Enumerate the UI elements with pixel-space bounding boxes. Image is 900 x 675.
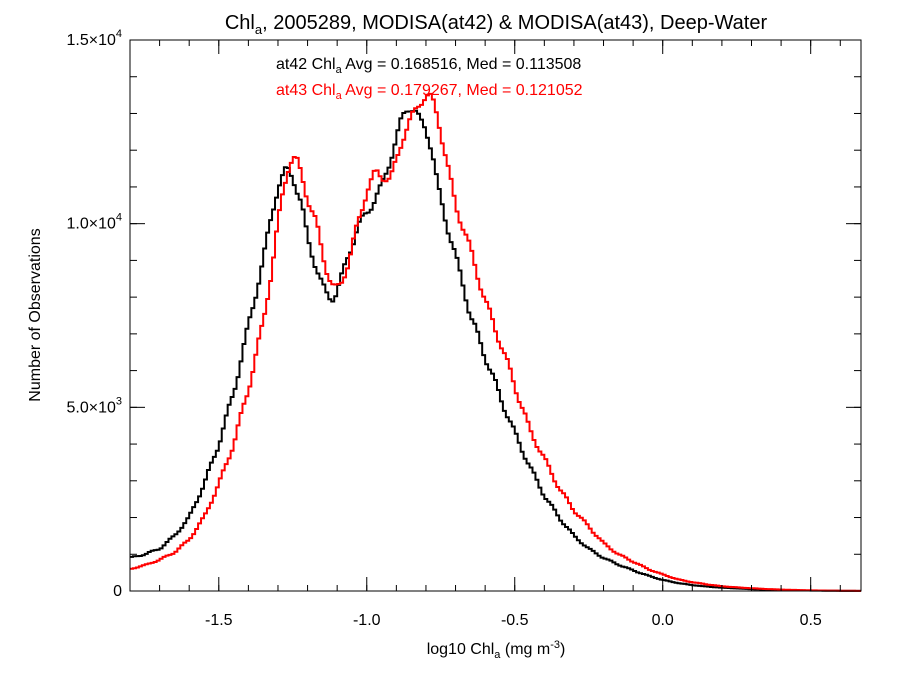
y-tick-label: 1.0×104 — [66, 212, 122, 233]
series-1-line — [130, 92, 861, 592]
stats-annotation-1: at43 Chla Avg = 0.179267, Med = 0.121052 — [276, 82, 583, 102]
xlabel-superscript: -3 — [550, 639, 560, 651]
x-axis-label: log10 Chla (mg m-3) — [427, 639, 566, 661]
plot-frame — [129, 39, 862, 592]
y-axis-label: Number of Observations — [27, 228, 44, 401]
title-subscript: a — [255, 22, 263, 37]
stats-annotations: at42 Chla Avg = 0.168516, Med = 0.113508… — [276, 56, 583, 102]
series-layer — [130, 92, 861, 592]
y-tick-label: 1.5×104 — [66, 28, 122, 49]
xlabel-close: ) — [560, 641, 565, 658]
x-tick-label: -1.5 — [205, 612, 233, 629]
xlabel-rest: (mg m — [500, 641, 550, 658]
x-tick-label: -1.0 — [353, 612, 381, 629]
y-tick-label: 5.0×103 — [66, 395, 122, 416]
axis-ticks: -1.5 -1.0 -0.5 0.0 0.5 0 5.0×103 1.0×104 1.5×104 — [66, 28, 861, 629]
title-main: Chl — [225, 12, 255, 34]
chart-title: Chla, 2005289, MODISA(at42) & MODISA(at4… — [225, 12, 768, 37]
x-tick-label: 0.5 — [800, 612, 822, 629]
x-tick-label: -0.5 — [501, 612, 529, 629]
stats-annotation-0: at42 Chla Avg = 0.168516, Med = 0.113508 — [276, 56, 581, 76]
series-0-line — [130, 109, 861, 592]
xlabel-main: log10 Chl — [427, 641, 495, 658]
x-tick-label: 0.0 — [652, 612, 674, 629]
y-tick-label: 0 — [113, 583, 122, 600]
title-rest: , 2005289, MODISA(at42) & MODISA(at43), … — [262, 12, 767, 34]
xlabel-subscript: a — [494, 649, 501, 661]
